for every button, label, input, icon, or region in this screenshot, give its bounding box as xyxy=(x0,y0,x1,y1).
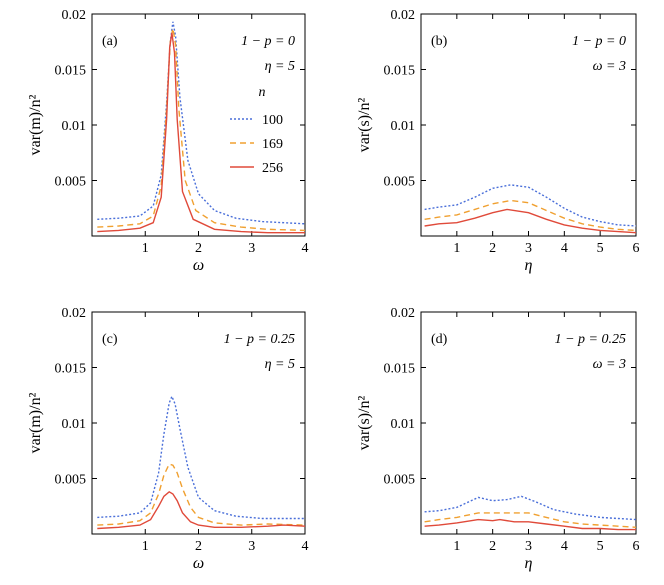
x-tick-label: 2 xyxy=(489,539,496,554)
y-axis-label: var(s)/n² xyxy=(356,98,373,153)
series-line-n256 xyxy=(424,518,636,531)
x-tick-label: 4 xyxy=(302,539,309,554)
chart-panel-d: 1 2 3 4 5 6 0.005 0.01 0.015 0.02 η var(s)/n² (d) 1 −… xyxy=(356,306,640,572)
y-tick-label: 0.02 xyxy=(391,306,416,321)
legend-entry-label: 256 xyxy=(262,161,283,176)
y-axis-label: var(m)/n² xyxy=(27,392,44,453)
annotation-p: 1 − p = 0.25 xyxy=(555,332,626,347)
annotation-param: ω = 3 xyxy=(593,357,626,372)
x-tick-label: 1 xyxy=(142,539,149,554)
series-line-n169 xyxy=(97,463,306,526)
series-line-n169 xyxy=(97,28,306,232)
panel-label: (d) xyxy=(431,332,448,347)
x-tick-label: 1 xyxy=(453,539,460,554)
series-line-n100 xyxy=(424,184,637,227)
annotation-param: η = 5 xyxy=(265,357,295,372)
chart-panel-b: 1 2 3 4 5 6 0.005 0.01 0.015 0.02 η var(s)/n² (b) 1 −… xyxy=(356,8,640,274)
y-tick-label: 0.02 xyxy=(62,8,87,23)
annotation-param: ω = 3 xyxy=(593,59,626,74)
x-tick-label: 1 xyxy=(453,241,460,256)
x-axis-label: η xyxy=(525,555,533,572)
x-tick-label: 3 xyxy=(525,539,532,554)
y-tick-label: 0.005 xyxy=(384,473,416,488)
panel-label: (c) xyxy=(102,332,118,347)
y-axis-label: var(s)/n² xyxy=(356,396,373,451)
y-tick-label: 0.01 xyxy=(62,417,87,432)
annotation-param: η = 5 xyxy=(265,59,295,74)
y-tick-label: 0.005 xyxy=(55,175,87,190)
y-tick-label: 0.015 xyxy=(384,362,416,377)
panel-label: (b) xyxy=(431,34,448,49)
x-tick-label: 2 xyxy=(195,241,202,256)
y-tick-label: 0.02 xyxy=(391,8,416,23)
x-tick-label: 6 xyxy=(633,539,640,554)
chart-panel-c: 1 2 3 4 0.005 0.01 0.015 0.02 ω var(m)/n² (c) 1 − p… xyxy=(27,306,309,572)
series-line-n169 xyxy=(424,512,637,528)
x-tick-label: 1 xyxy=(142,241,149,256)
y-tick-label: 0.015 xyxy=(55,64,87,79)
legend-title: n xyxy=(259,85,266,100)
x-axis-label: η xyxy=(525,257,533,274)
y-tick-label: 0.015 xyxy=(55,362,87,377)
y-tick-label: 0.01 xyxy=(391,119,416,134)
annotation-p: 1 − p = 0 xyxy=(241,34,295,49)
x-tick-label: 4 xyxy=(561,539,568,554)
y-tick-label: 0.01 xyxy=(391,417,416,432)
chart-panel-a: 1 2 3 4 0.005 0.01 0.015 0.02 ω var(m)/n² (a) 1 − p… xyxy=(27,8,309,274)
y-tick-label: 0.005 xyxy=(384,175,416,190)
y-tick-label: 0.01 xyxy=(62,119,87,134)
y-tick-label: 0.015 xyxy=(384,64,416,79)
x-tick-label: 3 xyxy=(525,241,532,256)
y-tick-label: 0.005 xyxy=(55,473,87,488)
series-line-n256 xyxy=(424,208,637,234)
legend-entry-label: 169 xyxy=(262,137,283,152)
x-tick-label: 3 xyxy=(248,539,255,554)
series-line-n256 xyxy=(97,32,305,234)
x-tick-label: 5 xyxy=(597,539,604,554)
series-line-n256 xyxy=(97,490,306,530)
x-axis-label: ω xyxy=(193,257,204,274)
annotation-p: 1 − p = 0.25 xyxy=(224,332,295,347)
x-tick-label: 2 xyxy=(489,241,496,256)
x-tick-label: 4 xyxy=(302,241,309,256)
series-line-n100 xyxy=(97,394,305,520)
series-line-n169 xyxy=(424,199,637,232)
x-tick-label: 2 xyxy=(195,539,202,554)
y-axis-label: var(m)/n² xyxy=(27,94,44,155)
legend-entry-label: 100 xyxy=(262,113,283,128)
series-line-n100 xyxy=(97,21,306,225)
legend: n 100 169 256 xyxy=(230,85,283,176)
annotation-p: 1 − p = 0 xyxy=(572,34,626,49)
series-line-n100 xyxy=(424,495,637,521)
x-tick-label: 4 xyxy=(561,241,568,256)
panel-label: (a) xyxy=(102,34,118,49)
x-tick-label: 5 xyxy=(597,241,604,256)
x-tick-label: 3 xyxy=(248,241,255,256)
y-tick-label: 0.02 xyxy=(62,306,87,321)
x-tick-label: 6 xyxy=(633,241,640,256)
x-axis-label: ω xyxy=(193,555,204,572)
